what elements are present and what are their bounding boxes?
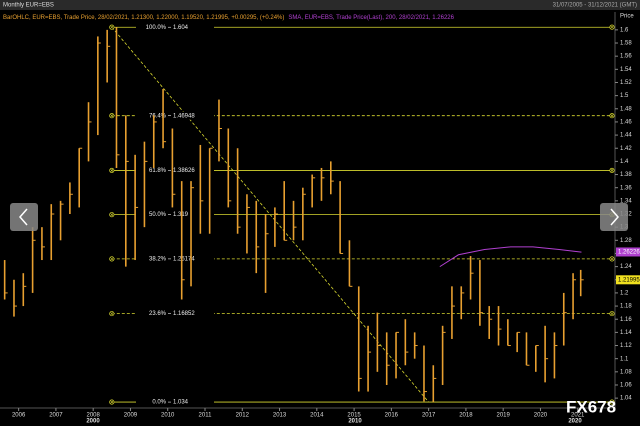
legend-sma: SMA, EUR=EBS, Trade Price(Last), 200, 28… <box>288 15 454 21</box>
sma-last-label-bg <box>616 247 640 257</box>
legend: BarOHLC, EUR=EBS, Trade Price, 28/02/202… <box>3 15 455 21</box>
fib-marker-x <box>110 25 114 29</box>
decade-label: 2000 <box>86 419 100 425</box>
header-bar <box>0 0 640 10</box>
decade-label: 2020 <box>568 419 582 425</box>
y-tick-label: 1.28 <box>620 238 632 244</box>
y-tick-label: 1.2 <box>620 290 629 296</box>
fib-marker-x <box>610 25 614 29</box>
fib-label-bg <box>136 166 214 175</box>
y-tick-label: 1.48 <box>620 106 632 112</box>
fib-marker-x <box>610 312 614 316</box>
watermark: FX678 <box>566 397 616 416</box>
sma-line <box>439 246 582 268</box>
x-tick-label: 2006 <box>12 413 26 419</box>
y-tick-label: 1.08 <box>620 369 632 375</box>
date-range: 31/07/2005 - 31/12/2021 (GMT) <box>553 3 637 9</box>
y-tick-label: 1.56 <box>620 54 632 60</box>
last-price-label-bg <box>616 275 640 285</box>
y-tick-label: 1.54 <box>620 67 632 73</box>
fib-value: 1.25174 <box>173 256 195 262</box>
nav-next[interactable] <box>600 203 628 231</box>
legend-ohlc: BarOHLC, EUR=EBS, Trade Price, 28/02/202… <box>3 15 284 21</box>
y-tick-label: 1.6 <box>620 27 629 33</box>
fib-pct: 38.2% <box>149 256 167 262</box>
x-tick-label: 2007 <box>49 413 63 419</box>
y-tick-label: 1.24 <box>620 264 632 270</box>
fib-marker-x <box>110 114 114 118</box>
x-tick-label: 2014 <box>310 413 324 419</box>
fib-label-bg <box>136 111 214 120</box>
fib-value: 1.319 <box>173 212 189 218</box>
y-tick-label: 1.5 <box>620 93 629 99</box>
fib-pct: 23.6% <box>149 311 167 317</box>
fib-value: 1.38626 <box>173 168 195 174</box>
fib-marker-x <box>110 400 114 404</box>
y-tick-label: 1.12 <box>620 343 632 349</box>
x-tick-label: 2012 <box>236 413 250 419</box>
x-tick-label: 2021 <box>571 413 585 419</box>
fib-pct: 0.0% <box>152 400 166 406</box>
fib-marker-x <box>110 213 114 217</box>
x-tick-label: 2009 <box>124 413 138 419</box>
y-tick-label: 1.04 <box>620 396 632 402</box>
fib-marker-x <box>110 257 114 261</box>
x-tick-label: 2013 <box>273 413 287 419</box>
x-tick-label: 2019 <box>497 413 511 419</box>
fib-label-bg <box>136 254 214 263</box>
y-tick-label: 1.42 <box>620 146 632 152</box>
x-tick-label: 2018 <box>459 413 473 419</box>
y-tick-label: 1.14 <box>620 330 632 336</box>
last-price-label: 1.21995 <box>618 277 640 283</box>
x-tick-label: 2020 <box>534 413 548 419</box>
fib-value: 1.46948 <box>173 113 195 119</box>
x-tick-label: 2017 <box>422 413 436 419</box>
fib-value: 1.034 <box>173 400 189 406</box>
y-tick-label: 1.18 <box>620 304 632 310</box>
x-tick-label: 2015 <box>347 413 361 419</box>
nav-prev-icon <box>19 208 28 226</box>
fib-label-bg <box>136 398 214 407</box>
fib-value: 1.604 <box>173 25 189 31</box>
fib-marker-x <box>610 114 614 118</box>
y-tick-label: 1.36 <box>620 185 632 191</box>
fib-marker-x <box>610 168 614 172</box>
fib-marker-x <box>610 400 614 404</box>
nav-prev[interactable] <box>10 203 38 231</box>
chart-title: Monthly EUR=EBS <box>3 3 54 9</box>
fib-marker-x <box>110 312 114 316</box>
y-tick-label: 1.52 <box>620 80 632 86</box>
sma-last-label: 1.26226 <box>618 250 640 256</box>
y-tick-label: 1.4 <box>620 159 629 165</box>
nav-next-icon <box>610 208 619 226</box>
fib-pct: 100.0% <box>146 25 167 31</box>
fib-label-bg <box>136 210 214 219</box>
fib-pct: 61.8% <box>149 168 167 174</box>
y-tick-label: 1.46 <box>620 120 632 126</box>
fib-marker-x <box>110 168 114 172</box>
y-tick-label: 1.44 <box>620 133 632 139</box>
x-tick-label: 2016 <box>385 413 399 419</box>
x-tick-label: 2010 <box>161 413 175 419</box>
fib-value: 1.16852 <box>173 311 195 317</box>
fib-label-bg <box>136 23 214 32</box>
y-tick-label: 1.34 <box>620 198 632 204</box>
fib-pct: 50.0% <box>149 212 167 218</box>
y-tick-label: 1.1 <box>620 356 629 362</box>
fib-label-bg <box>136 309 214 318</box>
fib-pct: 76.4% <box>149 113 167 119</box>
x-tick-label: 2008 <box>87 413 101 419</box>
y-tick-label: 1.38 <box>620 172 632 178</box>
y-tick-label: 1.06 <box>620 383 632 389</box>
y-tick-label: 1.16 <box>620 317 632 323</box>
decade-label: 2010 <box>348 419 362 425</box>
fib-marker-x <box>610 257 614 261</box>
y-axis-title: Price <box>620 14 634 20</box>
y-tick-label: 1.58 <box>620 41 632 47</box>
x-tick-label: 2011 <box>199 413 213 419</box>
